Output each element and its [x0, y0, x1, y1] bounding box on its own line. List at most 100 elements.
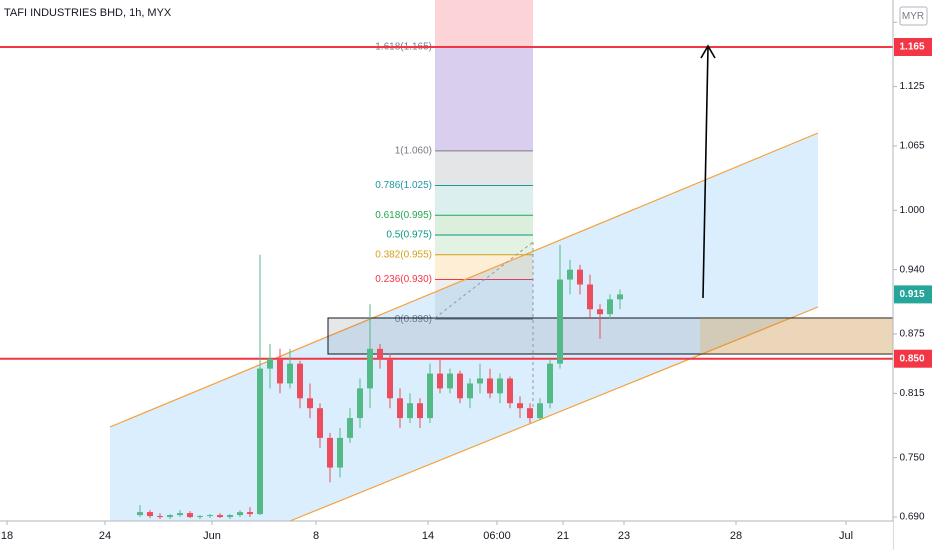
horizontal-lines	[0, 46, 893, 360]
candle-body	[207, 515, 213, 517]
time-axis	[0, 521, 893, 550]
fib-level-label: 0.618(0.995)	[375, 210, 432, 221]
candle-body	[267, 358, 273, 369]
candle-body	[427, 373, 433, 419]
candle-body	[357, 388, 363, 419]
price-label: 0.850	[899, 353, 924, 364]
x-tick-label: 8	[313, 530, 319, 542]
candles	[137, 244, 623, 520]
candle-body	[187, 513, 193, 518]
channel-lower	[289, 306, 819, 522]
candle-body	[337, 437, 343, 468]
price-label: 1.165	[899, 42, 924, 53]
candle-body	[137, 512, 143, 516]
x-tick-label: 06:00	[483, 530, 511, 542]
candle-body	[417, 403, 423, 419]
candle-body	[297, 363, 303, 399]
x-tick-label: Jul	[839, 530, 853, 542]
channel-fill	[110, 133, 818, 521]
candle-body	[377, 348, 383, 359]
y-tick-label: 0.815	[899, 388, 924, 399]
fib-level-label: 0.382(0.955)	[375, 249, 432, 260]
fib-retracement: 1.618(1.165)1(1.060)0.786(1.025)0.618(0.…	[375, 0, 533, 325]
candle-body	[517, 403, 523, 409]
arrow-head	[700, 44, 716, 59]
x-tick-label: 18	[1, 530, 13, 542]
x-tick-label: 24	[99, 530, 111, 542]
candle-body	[147, 512, 153, 517]
fib-band	[435, 185, 533, 216]
zone-highlight	[700, 318, 893, 354]
fib-level-label: 1(1.060)	[395, 146, 432, 157]
candle-body	[577, 269, 583, 285]
candle-body	[447, 373, 453, 389]
fib-level-label: 0.786(1.025)	[375, 180, 432, 191]
candle-body	[557, 279, 563, 364]
x-tick-label: Jun	[203, 530, 221, 542]
x-tick-label: 23	[618, 530, 630, 542]
fib-band	[435, 235, 533, 255]
fib-band	[435, 279, 533, 320]
fib-level-label: 0(0.890)	[395, 314, 432, 325]
candle-body	[587, 284, 593, 310]
candle-body	[607, 299, 613, 315]
arrow	[702, 46, 709, 299]
candle-body	[307, 398, 313, 409]
fib-band	[435, 215, 533, 236]
candle-body	[537, 403, 543, 419]
candle-body	[167, 515, 173, 518]
y-tick-label: 0.875	[899, 329, 924, 340]
x-tick-label: 21	[557, 530, 569, 542]
zone-rectangle	[327, 317, 894, 355]
currency-label: MYR	[902, 11, 924, 22]
candle-body	[347, 418, 353, 438]
candle-body	[617, 294, 623, 300]
candle-body	[197, 516, 203, 518]
y-tick-label: 1.000	[899, 205, 924, 216]
candle-body	[597, 309, 603, 315]
y-tick-label: 0.750	[899, 452, 924, 463]
y-tick-label: 1.125	[899, 81, 924, 92]
candle-body	[367, 348, 373, 389]
candle-body	[567, 269, 573, 280]
candle-body	[547, 363, 553, 404]
price-label-bg	[894, 349, 932, 368]
channel-upper	[109, 132, 819, 428]
candle-body	[217, 515, 223, 518]
fib-trend-line	[434, 241, 534, 319]
fib-band	[435, 254, 533, 280]
candle-body	[237, 512, 243, 516]
candle-body	[477, 378, 483, 384]
candle-body	[317, 408, 323, 438]
candle-body	[387, 358, 393, 399]
candle-body	[277, 358, 283, 384]
y-tick-label: 1.065	[899, 141, 924, 152]
candle-body	[247, 512, 253, 515]
fib-band	[435, 47, 533, 151]
candle-body	[177, 513, 183, 516]
axis-labels: 0.690 0.750 0.815 0.875 0.940 1.000 1.065 1.125…	[1, 17, 932, 542]
candle-body	[527, 408, 533, 419]
candle-body	[457, 373, 463, 399]
last-price-label: 0.915	[899, 289, 924, 300]
candle-body	[287, 363, 293, 384]
fib-level-label: 0.236(0.930)	[375, 274, 432, 285]
y-tick-label: 0.940	[899, 264, 924, 275]
candle-body	[497, 378, 503, 394]
fib-level-label: 0.5(0.975)	[386, 230, 432, 241]
candle-body	[227, 515, 233, 518]
candle-body	[327, 437, 333, 468]
last-price-bg	[894, 285, 932, 304]
candle-body	[257, 368, 263, 515]
x-tick-label: 14	[422, 530, 434, 542]
candle-body	[407, 403, 413, 419]
chart-title: TAFI INDUSTRIES BHD, 1h, MYX	[4, 7, 172, 19]
y-tick-label: 0.690	[899, 512, 924, 523]
candle-body	[157, 516, 163, 518]
candle-body	[437, 373, 443, 389]
price-label-bg	[894, 38, 932, 57]
candle-body	[487, 378, 493, 394]
currency-box[interactable]	[899, 6, 928, 26]
